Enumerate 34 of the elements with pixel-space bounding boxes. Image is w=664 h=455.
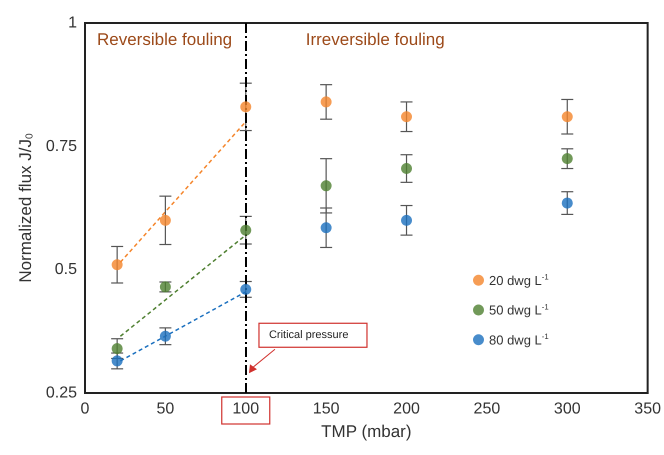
y-tick-label: 0.5 (54, 261, 78, 278)
annotation: Critical pressure (268, 328, 348, 341)
x-tick-label: 0 (80, 400, 90, 418)
point (562, 111, 573, 122)
point (112, 259, 123, 270)
x-tick-label: 350 (634, 400, 662, 418)
x-tick-label: 50 (156, 400, 174, 418)
point (320, 180, 332, 192)
x-tick-label: 150 (312, 400, 340, 418)
x-axis-title: TMP (mbar) (321, 422, 412, 441)
point (562, 153, 573, 164)
annotation: Irreversible fouling (306, 30, 445, 49)
point (240, 101, 252, 112)
point (320, 96, 332, 108)
y-tick-label: 1 (68, 14, 78, 32)
annotation: Reversible fouling (97, 30, 232, 49)
point (160, 330, 171, 342)
point (240, 284, 252, 295)
point (112, 343, 123, 354)
y-axis-title: Normalized flux J/J0 (16, 133, 36, 283)
point (401, 163, 412, 174)
x-tick-label: 200 (393, 400, 420, 418)
point (112, 355, 123, 366)
point (320, 222, 332, 234)
point (401, 111, 412, 122)
point (240, 224, 252, 236)
y-tick-label: 0.25 (46, 384, 78, 402)
x-tick-label: 250 (474, 400, 500, 418)
x-tick-label: 100 (232, 400, 260, 418)
point (160, 214, 171, 226)
y-tick-label: 0.75 (46, 138, 78, 155)
x-tick-label: 300 (554, 400, 581, 418)
point (401, 214, 412, 226)
point (562, 198, 573, 209)
